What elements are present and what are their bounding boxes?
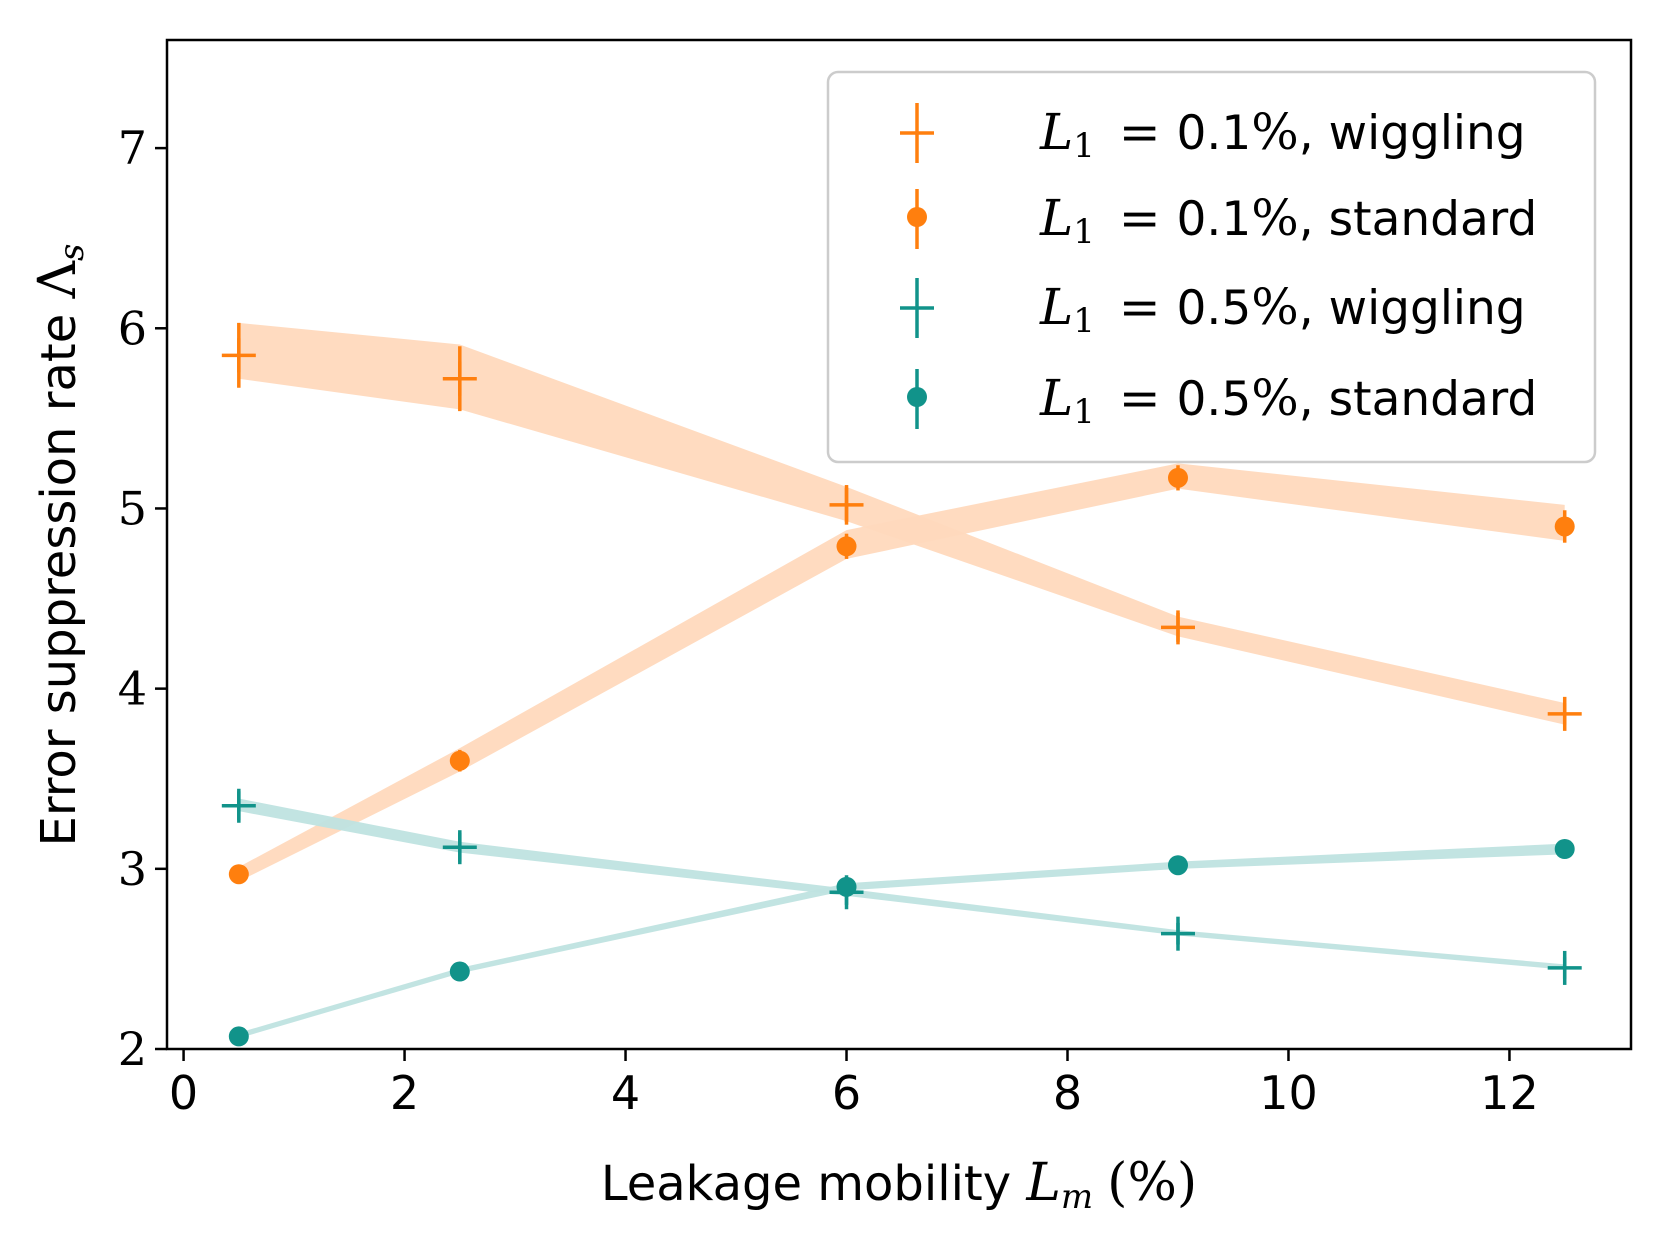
- legend-label-equals: =: [1103, 278, 1177, 336]
- x-tick-label: 10: [1259, 1066, 1318, 1120]
- series-band-2: [238, 463, 1565, 882]
- legend-label-symbol: L: [1039, 103, 1073, 161]
- legend-entry-2: L1 = 0.1%, standard: [907, 189, 1537, 252]
- series-band-4: [238, 843, 1565, 1039]
- legend-label-subscript: 1: [1073, 392, 1095, 432]
- legend-label-value: 0.1: [1177, 192, 1252, 247]
- legend-label: L1 = 0.5%, wiggling: [1039, 278, 1526, 341]
- x-axis-label-subscript: m: [1061, 1177, 1093, 1217]
- x-axis-label-symbol: L: [1025, 1153, 1061, 1213]
- y-axis-label-symbol: Λ: [28, 260, 88, 300]
- legend-label-value: 0.5: [1177, 372, 1252, 427]
- legend-label-subscript: 1: [1073, 301, 1095, 341]
- legend-label-equals: =: [1103, 369, 1177, 427]
- legend-label-symbol: L: [1039, 278, 1073, 336]
- data-point-circle: [1554, 839, 1575, 860]
- data-point-circle: [449, 750, 470, 771]
- x-tick-label: 0: [169, 1066, 198, 1120]
- legend-frame: [826, 70, 1597, 464]
- y-tick-label: 4: [118, 662, 147, 716]
- plot-area-frame: [165, 38, 1633, 1051]
- y-axis-label-text: Error suppression rate: [31, 299, 87, 847]
- legend-entry-4: L1 = 0.5%, standard: [907, 369, 1537, 432]
- series-2: [228, 465, 1575, 885]
- y-tick-label: 5: [118, 481, 147, 535]
- y-tick-label: 7: [118, 121, 147, 175]
- series-1: [221, 322, 1582, 731]
- legend-label-suffix: , standard: [1299, 372, 1537, 427]
- legend-entry-3: L1 = 0.5%, wiggling: [900, 278, 1526, 341]
- data-markers: [221, 322, 1582, 1047]
- data-point-circle: [1167, 467, 1188, 488]
- x-tick-label: 2: [390, 1066, 419, 1120]
- legend-label-percent: %: [1251, 189, 1299, 247]
- data-point-circle: [1167, 855, 1188, 876]
- x-tick-label: 4: [611, 1066, 640, 1120]
- legend-label: L1 = 0.1%, wiggling: [1039, 103, 1526, 166]
- y-tick-label: 3: [118, 842, 147, 896]
- legend-label-equals: =: [1103, 103, 1177, 161]
- y-axis-label-subscript: s: [52, 243, 92, 260]
- y-axis-ticks: 2 3 4 5 6 7: [118, 121, 167, 1076]
- data-point-circle: [836, 536, 857, 557]
- legend-label-symbol: L: [1039, 189, 1073, 247]
- data-point-circle: [836, 876, 857, 897]
- uncertainty-bands: [238, 322, 1565, 1039]
- legend-circle-icon: [907, 387, 927, 407]
- legend-label-suffix: , standard: [1299, 192, 1537, 247]
- legend-label-suffix: , wiggling: [1299, 106, 1526, 161]
- legend-label-value: 0.1: [1177, 106, 1252, 161]
- legend-label-subscript: 1: [1073, 126, 1095, 166]
- x-axis-label: Leakage mobility Lm (%): [601, 1153, 1197, 1217]
- x-tick-label: 6: [832, 1066, 861, 1120]
- y-tick-label: 6: [118, 301, 147, 355]
- legend-label-percent: %: [1251, 369, 1299, 427]
- legend-circle-icon: [907, 207, 927, 227]
- legend-label-symbol: L: [1039, 369, 1073, 427]
- data-point-circle: [228, 864, 249, 885]
- data-point-circle: [1554, 516, 1575, 537]
- legend-label-percent: %: [1251, 278, 1299, 336]
- x-axis-label-text: Leakage mobility: [601, 1156, 1027, 1212]
- legend-label-percent: %: [1251, 103, 1299, 161]
- data-point-circle: [228, 1026, 249, 1047]
- legend-label-subscript: 1: [1073, 212, 1095, 252]
- x-axis-ticks: 0 2 4 6 8 10 12: [169, 1049, 1539, 1120]
- data-point-circle: [449, 961, 470, 982]
- series-4: [228, 839, 1575, 1047]
- y-axis-label: Error suppression rate Λs: [28, 243, 92, 846]
- y-tick-label: 2: [118, 1022, 147, 1076]
- legend-label: L1 = 0.1%, standard: [1039, 189, 1537, 252]
- legend-entry-1: L1 = 0.1%, wiggling: [900, 103, 1526, 166]
- series-band-3: [238, 798, 1565, 970]
- x-axis-label-unit: (%): [1107, 1153, 1197, 1213]
- legend-label: L1 = 0.5%, standard: [1039, 369, 1537, 432]
- x-tick-label: 8: [1053, 1066, 1082, 1120]
- x-tick-label: 12: [1480, 1066, 1539, 1120]
- legend-label-equals: =: [1103, 189, 1177, 247]
- legend-label-value: 0.5: [1177, 281, 1252, 336]
- legend-label-suffix: , wiggling: [1299, 281, 1526, 336]
